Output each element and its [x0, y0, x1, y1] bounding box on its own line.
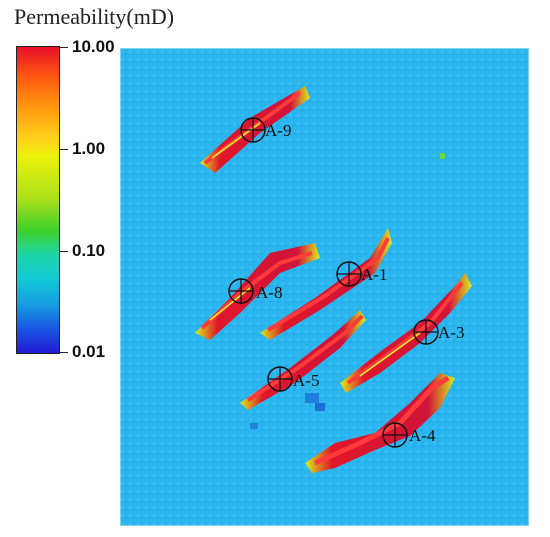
- fracture-zone-a3: [340, 273, 472, 393]
- well-label: A-4: [409, 426, 436, 445]
- low-permeability-patch: [315, 403, 325, 411]
- well-a4[interactable]: A-4: [382, 422, 436, 448]
- tick-label-max: 10.00: [72, 37, 115, 56]
- well-label: A-5: [293, 371, 319, 390]
- tick-label-0-1: 0.10: [72, 241, 106, 260]
- permeability-map-svg: A-9 A-1 A-8 A-3 A-5: [119, 47, 530, 527]
- well-label: A-1: [361, 265, 387, 284]
- permeability-map: A-9 A-1 A-8 A-3 A-5: [119, 47, 530, 527]
- low-permeability-patch: [250, 423, 258, 429]
- fracture-zone-a5: [240, 310, 366, 410]
- well-a8[interactable]: A-8: [228, 278, 282, 304]
- well-label: A-9: [265, 121, 291, 140]
- tick-label-1: 1.00: [72, 139, 106, 158]
- well-a9[interactable]: A-9: [240, 117, 291, 143]
- well-a3[interactable]: A-3: [413, 319, 464, 345]
- well-a1[interactable]: A-1: [336, 261, 387, 287]
- colorbar-tick: [60, 47, 68, 48]
- well-label: A-8: [256, 283, 282, 302]
- colorbar-tick: [60, 149, 68, 150]
- well-a5[interactable]: A-5: [267, 366, 319, 392]
- fracture-zone-a8: [195, 243, 320, 340]
- legend-title: Permeability(mD): [14, 4, 175, 29]
- fracture-zone-a1: [260, 228, 392, 340]
- well-label: A-3: [438, 323, 464, 342]
- low-permeability-patch: [305, 393, 319, 403]
- tick-label-min: 0.01: [72, 342, 106, 361]
- green-pixel: [440, 153, 445, 159]
- fracture-zone-a4: [305, 373, 455, 473]
- colorbar-tick: [60, 352, 68, 353]
- colorbar-tick: [60, 251, 68, 252]
- permeability-colorbar: [16, 46, 60, 354]
